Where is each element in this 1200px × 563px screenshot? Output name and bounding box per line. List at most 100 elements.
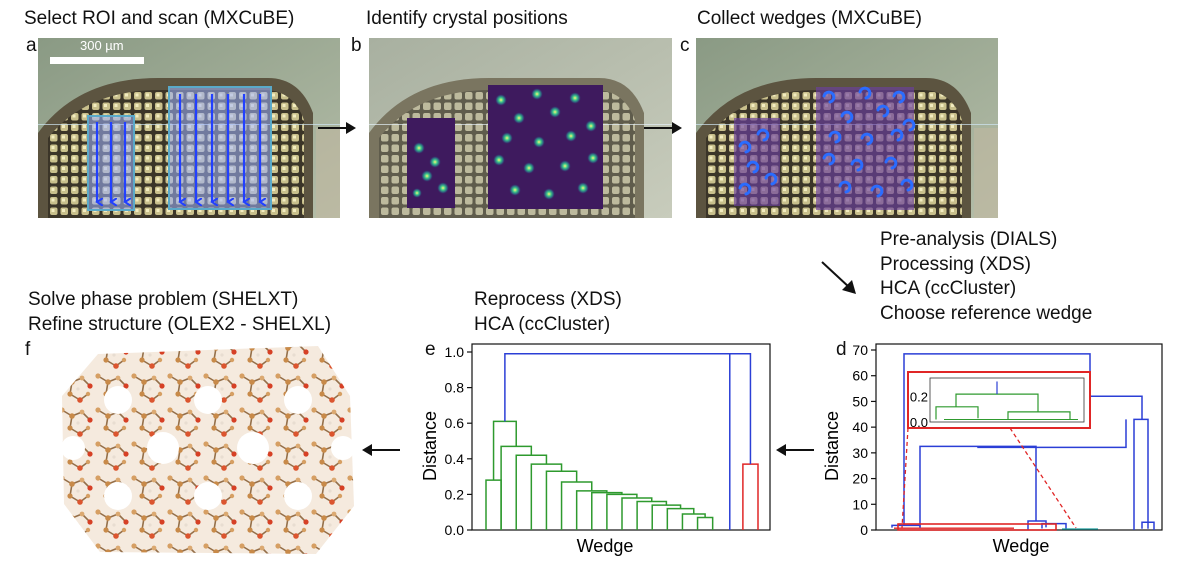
roi-large bbox=[168, 86, 272, 210]
crystal-spot bbox=[559, 160, 571, 172]
chart-e-ytick-label: 0.6 bbox=[445, 415, 465, 431]
wedge-rotation-arrow bbox=[756, 128, 770, 142]
panel-d-step: Processing (XDS) bbox=[880, 253, 1031, 275]
crystal-spot bbox=[549, 106, 561, 118]
chart-d-ylabel: Distance bbox=[822, 411, 842, 481]
wedge-rotation-arrow bbox=[860, 132, 874, 146]
roi-overlay bbox=[87, 86, 272, 211]
chart-d-link bbox=[919, 445, 1037, 527]
crystal-spot bbox=[543, 188, 555, 200]
panel-d-step: Pre-analysis (DIALS) bbox=[880, 229, 1058, 250]
crystal-spot bbox=[412, 188, 422, 198]
chart-e-link bbox=[742, 463, 759, 530]
scalebar-line bbox=[50, 57, 144, 64]
arrow-e-to-f bbox=[362, 444, 400, 456]
chart-d-zoom-region bbox=[897, 523, 1057, 531]
wedge-rotation-arrow bbox=[822, 90, 836, 104]
chart-e-frame bbox=[471, 343, 771, 531]
chart-d-ytick-label: 0 bbox=[860, 522, 868, 538]
wedge-rotation-arrow bbox=[838, 180, 852, 194]
chart-d-ytick-label: 10 bbox=[852, 496, 868, 512]
chart-e-xlabel: Wedge bbox=[577, 536, 634, 556]
crystal-spot bbox=[413, 142, 425, 154]
panel-f-steps: Solve phase problem (SHELXT) Refine stru… bbox=[28, 288, 331, 337]
panel-d-step: HCA (ccCluster) bbox=[880, 278, 1017, 299]
chart-d-ytick-label: 40 bbox=[852, 419, 868, 435]
chart-d-inset-axes bbox=[929, 377, 1085, 423]
crystal-spot bbox=[495, 94, 507, 106]
crystal-spot bbox=[533, 136, 545, 148]
chart-d-ytick-label: 50 bbox=[852, 393, 868, 409]
chart-e-link bbox=[492, 420, 517, 481]
wedge-rotation-arrow bbox=[884, 156, 898, 170]
panel-a-letter: a bbox=[26, 35, 37, 56]
crystal-spot bbox=[585, 120, 597, 132]
chart-d-inset-link bbox=[1007, 411, 1071, 420]
panel-b-title: Identify crystal positions bbox=[366, 8, 568, 29]
panel-d-step: Choose reference wedge bbox=[880, 302, 1093, 324]
crystal-spot bbox=[513, 112, 525, 124]
crystal-structure-render bbox=[62, 346, 354, 554]
chart-e-link bbox=[666, 507, 695, 530]
heatmap-overlay bbox=[407, 85, 603, 209]
chart-e-link bbox=[485, 479, 502, 530]
crystal-spot bbox=[577, 182, 589, 194]
chart-d-inset-connector bbox=[901, 427, 909, 529]
crystal-spot bbox=[501, 132, 513, 144]
panel-e-letter: e bbox=[425, 339, 436, 360]
wedge-rotation-arrow bbox=[850, 158, 864, 172]
chart-d-inset-connector bbox=[1009, 427, 1077, 529]
chart-e: 0.0 0.2 0.4 0.6 0.8 1.0 Wedge Distance bbox=[420, 343, 771, 556]
chart-d-ytick-label: 60 bbox=[852, 368, 868, 384]
crystal-spot bbox=[569, 92, 581, 104]
wedge-overlay bbox=[734, 86, 916, 210]
chart-d-ytick-label: 20 bbox=[852, 471, 868, 487]
chart-d-link bbox=[891, 524, 921, 528]
chart-e-link bbox=[696, 516, 714, 530]
wedge-rotation-arrow bbox=[738, 182, 752, 196]
wedge-rotation-arrow bbox=[890, 128, 904, 142]
arrow-c-to-d bbox=[821, 261, 856, 294]
crystal-spot bbox=[587, 152, 599, 164]
chart-e-link bbox=[681, 513, 706, 530]
chart-d-ytick-label: 30 bbox=[852, 445, 868, 461]
chart-d-link bbox=[1133, 418, 1149, 530]
wedge-rotation-arrow bbox=[870, 184, 884, 198]
chart-d-xlabel: Wedge bbox=[993, 536, 1050, 556]
wedge-rotation-arrow bbox=[746, 160, 760, 174]
chart-d-inset-tick-label: 0.2 bbox=[910, 390, 928, 405]
crystal-spot bbox=[531, 88, 543, 100]
chart-e-link bbox=[729, 353, 752, 530]
wedge-rotation-arrow bbox=[828, 130, 842, 144]
panel-f-step: Refine structure (OLEX2 - SHELXL) bbox=[28, 313, 332, 335]
wedge-rotation-arrow bbox=[902, 118, 916, 132]
panel-f-letter: f bbox=[25, 339, 31, 360]
crystal-spot bbox=[421, 170, 433, 182]
chart-d-link bbox=[1141, 521, 1155, 530]
arrow-a-to-b bbox=[318, 122, 356, 134]
chart-d-link bbox=[1027, 520, 1047, 530]
panel-c-letter: c bbox=[680, 35, 690, 56]
panel-d-letter: d bbox=[836, 339, 847, 360]
crystal-spot bbox=[565, 130, 577, 142]
panel-f-step: Solve phase problem (SHELXT) bbox=[28, 289, 299, 310]
wedge-rotation-arrow bbox=[858, 86, 872, 100]
crystal-spot bbox=[523, 162, 535, 174]
chart-e-ytick-label: 1.0 bbox=[445, 344, 465, 360]
chart-d-inset-tick-label: 0.0 bbox=[910, 415, 928, 430]
panel-b-letter: b bbox=[351, 35, 362, 56]
arrow-d-to-e bbox=[776, 444, 814, 456]
chart-e-ytick-label: 0.0 bbox=[445, 522, 465, 538]
chart-e-ytick-label: 0.4 bbox=[445, 451, 465, 467]
chart-e-ytick-label: 0.8 bbox=[445, 380, 465, 396]
chart-e-link bbox=[530, 463, 563, 530]
scalebar-label: 300 µm bbox=[80, 38, 124, 53]
panel-d-steps: Pre-analysis (DIALS) Processing (XDS) HC… bbox=[880, 228, 1092, 326]
panel-e-steps: Reprocess (XDS) HCA (ccCluster) bbox=[474, 288, 622, 337]
crystal-spot bbox=[437, 182, 449, 194]
wedge-rotation-arrow bbox=[876, 104, 890, 118]
chart-d: 0 10 20 30 40 50 60 70 0.0 0.2 Wedge Distance bbox=[822, 342, 1163, 556]
panel-a-title: Select ROI and scan (MXCuBE) bbox=[24, 8, 295, 29]
chart-e-ylabel: Distance bbox=[420, 411, 440, 481]
wedge-rotation-arrow bbox=[892, 90, 906, 104]
